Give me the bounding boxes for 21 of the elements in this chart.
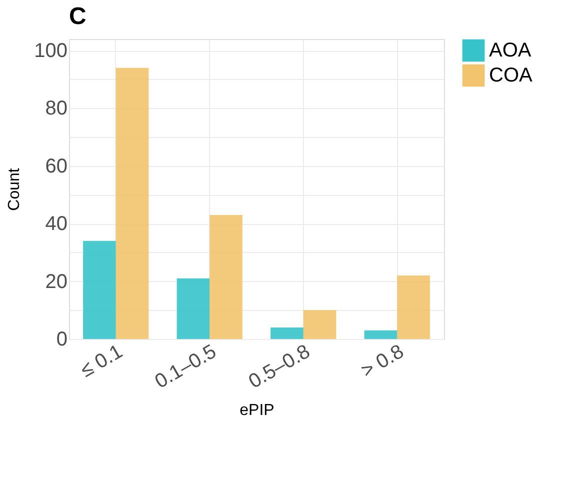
bar (83, 240, 116, 339)
bar (210, 214, 242, 339)
bar (364, 330, 398, 339)
bar (397, 276, 430, 339)
bar (176, 278, 210, 339)
y-tick-label: 0 (56, 328, 68, 350)
bar (303, 310, 336, 339)
x-tick-label: > 0.8 (358, 340, 408, 382)
y-tick-label: 40 (45, 213, 68, 236)
y-tick-label: 20 (45, 270, 68, 293)
x-tick-label: ≤ 0.1 (76, 340, 126, 382)
x-axis-title: ePIP (240, 402, 274, 420)
legend-label: AOA (489, 40, 532, 62)
chart-title: C (69, 3, 86, 30)
y-tick-label: 60 (45, 155, 68, 178)
legend-label: COA (489, 64, 533, 86)
y-tick-label: 100 (34, 40, 68, 62)
y-tick-label: 80 (45, 98, 68, 120)
bar (270, 327, 304, 339)
y-axis-title: Count (6, 168, 24, 211)
bar (116, 68, 149, 339)
